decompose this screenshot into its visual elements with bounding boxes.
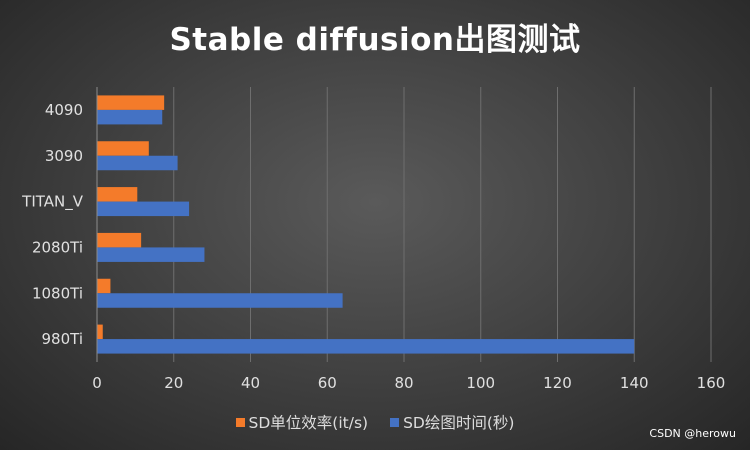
bar-980Ti-series-1 [97, 324, 103, 340]
x-tick-label-100: 100 [466, 374, 495, 392]
bar-1080Ti-series-1 [97, 278, 111, 294]
legend-label-series-2: SD绘图时间(秒) [403, 414, 515, 432]
watermark: CSDN @herowu [649, 427, 736, 440]
bar-1080Ti-series-2 [97, 293, 343, 308]
bar-4090-series-2 [97, 109, 163, 125]
x-tick-label-80: 80 [394, 374, 413, 392]
y-tick-label-4090: 4090 [45, 101, 83, 119]
legend-swatch-series-1 [235, 417, 245, 427]
y-tick-label-2080Ti: 2080Ti [32, 238, 83, 256]
x-tick-label-140: 140 [620, 374, 649, 392]
x-tick-label-60: 60 [318, 374, 337, 392]
legend-item-series-1: SD单位效率(it/s) [235, 411, 369, 433]
bar-980Ti-series-2 [97, 339, 635, 354]
chart-title: Stable diffusion出图测试 [169, 22, 581, 58]
y-tick-label-TITAN_V: TITAN_V [21, 193, 84, 212]
legend-swatch-series-2 [390, 417, 400, 427]
bar-2080Ti-series-2 [97, 247, 205, 262]
x-tick-label-40: 40 [241, 374, 260, 392]
x-tick-label-20: 20 [164, 374, 183, 392]
bar-3090-series-1 [97, 141, 149, 156]
bar-2080Ti-series-1 [97, 232, 142, 248]
legend-label-series-1: SD单位效率(it/s) [248, 414, 369, 432]
y-tick-label-980Ti: 980Ti [42, 330, 84, 348]
y-tick-label-1080Ti: 1080Ti [32, 284, 83, 302]
y-tick-label-3090: 3090 [45, 147, 83, 165]
x-tick-label-0: 0 [92, 374, 102, 392]
bar-4090-series-1 [97, 95, 165, 110]
bar-3090-series-2 [97, 155, 178, 171]
chart-legend: SD单位效率(it/s) SD绘图时间(秒) [0, 411, 750, 433]
legend-item-series-2: SD绘图时间(秒) [390, 411, 514, 433]
bar-TITAN_V-series-1 [97, 187, 138, 202]
x-tick-label-120: 120 [543, 374, 572, 392]
x-tick-label-160: 160 [697, 374, 726, 392]
bar-TITAN_V-series-2 [97, 201, 190, 217]
